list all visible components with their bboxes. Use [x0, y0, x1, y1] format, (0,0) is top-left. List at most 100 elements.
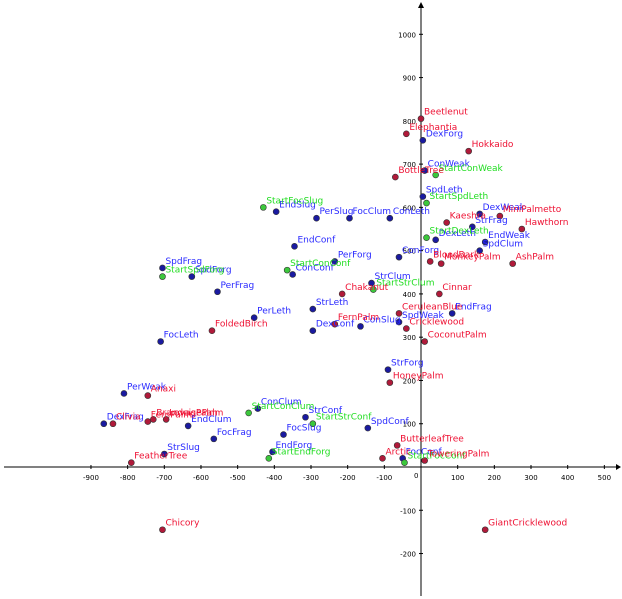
point-label: ConClum: [261, 398, 302, 408]
point-blue: [254, 405, 262, 412]
point-blue: [100, 420, 108, 428]
y-tick-label: 500: [403, 248, 416, 256]
point-label: MiniPalmetto: [503, 205, 562, 215]
point-label: HoneyPalm: [393, 372, 444, 382]
point-blue: [184, 422, 192, 430]
point-label: GiantCricklewood: [488, 519, 567, 529]
point-red: [465, 147, 472, 155]
y-tick-label: 100: [403, 421, 416, 429]
point-blue: [395, 318, 403, 326]
point-labels: DexForg ConWeak SpdLeth StrFrag DexWeak EndWe…: [107, 108, 569, 529]
point-label: StrSlug: [167, 443, 200, 453]
point-label: ConForg: [402, 246, 439, 256]
point-label: MonkeyPalm: [444, 253, 501, 263]
point-blue: [386, 214, 394, 222]
point-label: Hokkaido: [472, 140, 514, 150]
point-red: [421, 457, 428, 464]
point-label: CoconutPalm: [428, 331, 487, 341]
point-red: [208, 327, 216, 334]
point-label: BloodBark: [433, 250, 480, 260]
point-red: [331, 320, 339, 328]
point-blue: [272, 208, 280, 216]
y-axis-ticks: -200 -100 100 200 300 400 500 600 700 800 900 1000: [398, 31, 423, 559]
point-label: FocSlug: [286, 424, 321, 434]
point-red: [338, 290, 346, 298]
point-blue: [357, 323, 364, 330]
point-label: StrConf: [308, 406, 342, 416]
point-blue: [395, 253, 403, 261]
point-red: [144, 392, 152, 399]
point-label: Kaeshra: [450, 212, 486, 222]
point-label: StrFrag: [475, 216, 507, 226]
point-label: SpdForg: [195, 266, 232, 276]
point-label: Anaxi: [151, 385, 176, 395]
point-label: Clivia: [116, 413, 141, 423]
y-tick-label: -100: [400, 507, 416, 515]
point-red: [436, 290, 443, 298]
point-label: StartFocSlug: [266, 196, 323, 206]
point-green: [245, 409, 252, 417]
point-label: SpdLeth: [426, 186, 463, 196]
point-blue: [302, 413, 309, 421]
point-red: [417, 115, 425, 122]
point-blue: [419, 193, 427, 200]
point-red: [421, 338, 428, 345]
point-label: AshPalm: [516, 253, 554, 263]
x-tick-label: 100: [451, 474, 464, 482]
point-label: EndWeak: [488, 231, 531, 241]
point-blue: [120, 390, 128, 397]
point-blue: [188, 273, 196, 280]
point-blue: [159, 264, 166, 272]
point-label: BottleTree: [398, 166, 444, 176]
point-red: [128, 459, 135, 466]
y-tick-label: 600: [403, 204, 416, 212]
data-points: [100, 115, 526, 534]
point-blue: [309, 305, 317, 313]
point-red: [496, 212, 504, 220]
point-blue: [469, 223, 476, 231]
x-tick-label: -400: [266, 474, 282, 482]
y-axis-arrow: [418, 2, 424, 8]
point-red: [509, 260, 516, 267]
point-label: Cricklewood: [409, 318, 464, 328]
point-label: DexLeth: [439, 229, 476, 239]
point-green: [260, 204, 267, 211]
point-label: StartDexLeth: [430, 227, 489, 237]
point-label: ConWeak: [428, 160, 471, 170]
point-label: ConLeth: [393, 207, 430, 217]
point-label: StartConConf: [290, 259, 351, 269]
point-label: SpdClum: [483, 240, 523, 250]
point-green: [265, 455, 273, 462]
point-blue: [421, 167, 428, 174]
point-label: StartEndForg: [272, 447, 331, 457]
point-label: StrClum: [374, 272, 410, 282]
point-label: Hawthorn: [525, 218, 569, 228]
point-red: [395, 310, 403, 317]
point-label: PerLeth: [257, 307, 291, 317]
point-label: FocLeth: [164, 331, 199, 341]
point-label: DexConf: [316, 320, 355, 330]
point-red: [162, 416, 170, 423]
point-label: EndClum: [191, 415, 231, 425]
point-red: [144, 418, 152, 425]
point-blue: [214, 288, 221, 296]
point-blue: [419, 137, 427, 144]
point-blue: [432, 236, 439, 244]
point-blue: [250, 314, 258, 322]
point-label: StartStrConf: [316, 413, 372, 423]
point-blue: [476, 247, 483, 254]
point-label: StartFocConf: [407, 452, 466, 462]
x-tick-label: -300: [303, 474, 319, 482]
point-red: [403, 325, 410, 332]
point-red: [437, 260, 445, 267]
y-tick-label: 700: [403, 161, 416, 169]
point-label: DexWeak: [483, 203, 526, 213]
point-red: [481, 526, 489, 534]
point-label: StrForg: [391, 359, 424, 369]
point-label: Arctic: [385, 447, 411, 457]
point-label: SpdWeak: [402, 311, 445, 321]
point-blue: [384, 366, 392, 373]
point-red: [150, 416, 157, 423]
point-label: StartConClum: [252, 402, 315, 412]
point-green: [309, 420, 317, 428]
